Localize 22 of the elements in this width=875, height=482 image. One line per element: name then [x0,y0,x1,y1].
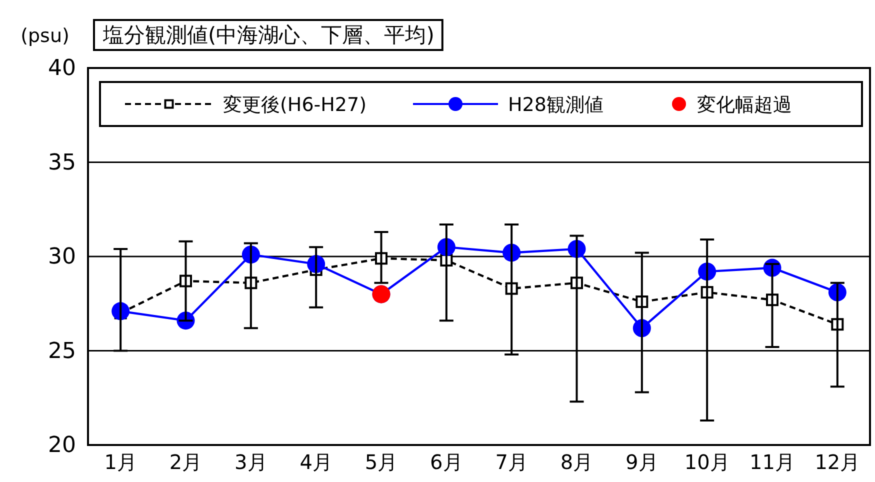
x-tick-label: 10月 [684,450,730,474]
x-tick-label: 3月 [234,450,268,474]
x-tick-label: 4月 [300,450,332,474]
y-tick-label: 30 [48,244,76,270]
x-tick-label: 1月 [104,450,137,474]
x-tick-label: 2月 [169,450,202,474]
y-tick-label: 20 [48,433,76,458]
legend-label: 変更後(H6-H27) [223,94,367,116]
y-tick-label: 25 [48,338,76,364]
y-axis-title: (psu) [20,25,70,47]
x-tick-label: 7月 [495,450,528,474]
x-tick-label: 9月 [626,450,658,474]
y-tick-label: 35 [48,150,76,176]
chart-title: 塩分観測値(中海湖心、下層、平均) [102,23,434,47]
x-tick-label: 12月 [814,450,860,474]
x-tick-label: 8月 [560,450,594,474]
x-tick-label: 5月 [364,450,398,474]
x-tick-label: 11月 [750,450,795,474]
x-tick-label: 6月 [430,450,463,474]
y-tick-label: 40 [48,56,76,82]
legend-label: H28観測値 [508,94,604,116]
legend-label: 変化幅超過 [697,94,792,116]
